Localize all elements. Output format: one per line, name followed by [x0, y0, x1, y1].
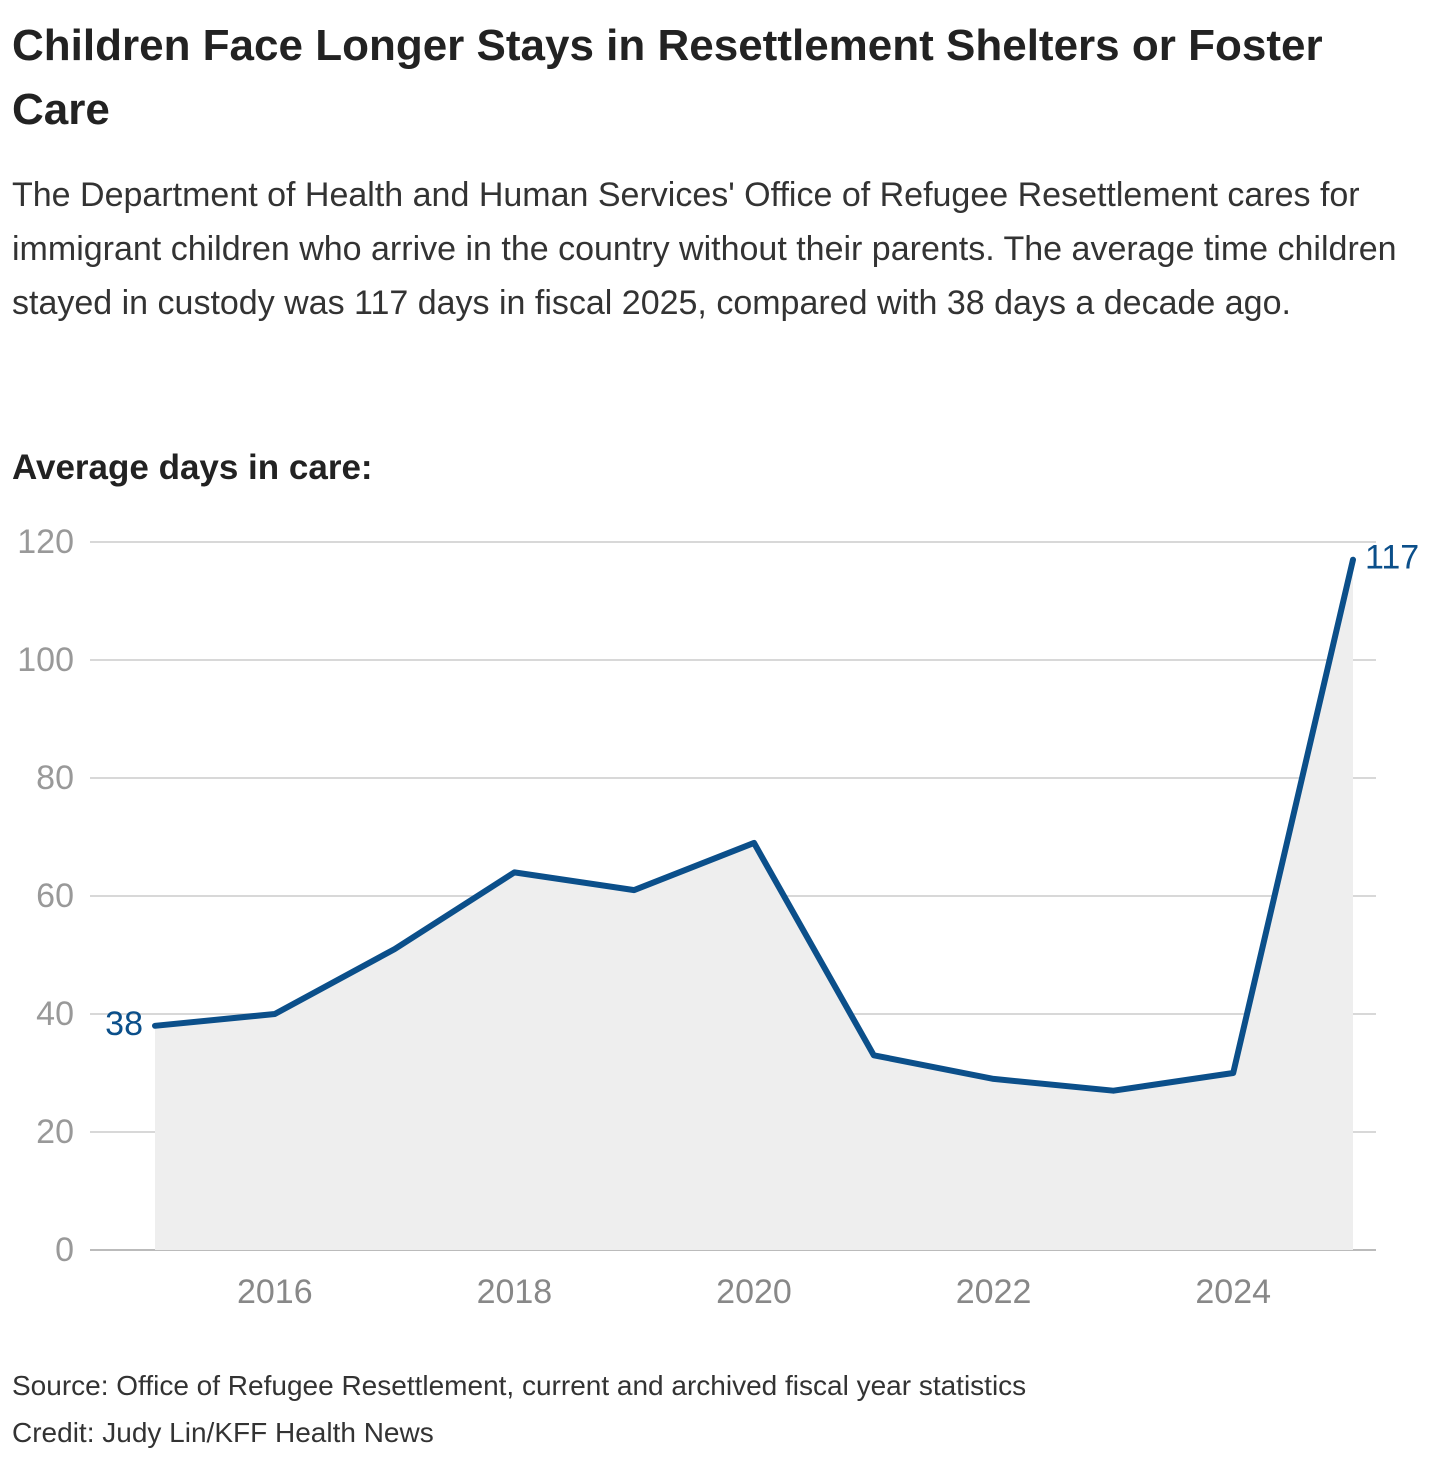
data-labels: 38 117: [105, 539, 1419, 1043]
x-tick-label: 2016: [237, 1273, 313, 1311]
y-tick-label: 100: [17, 641, 74, 679]
source-note: Source: Office of Refugee Resettlement, …: [12, 1370, 1027, 1401]
data-label: 117: [1365, 539, 1419, 577]
data-label: 38: [105, 1005, 143, 1043]
y-axis-label: Average days in care:: [12, 448, 373, 487]
chart-title: Children Face Longer Stays in Resettleme…: [12, 21, 1323, 134]
series-line: [152, 556, 1356, 1094]
y-tick-label: 20: [36, 1113, 74, 1151]
y-tick-label: 120: [17, 523, 74, 561]
y-tick-label: 60: [36, 877, 74, 915]
y-axis-ticks: 0 20 40 60 80 100 120: [17, 523, 74, 1269]
area-fill: [155, 559, 1353, 1250]
area-fill-group: [155, 559, 1353, 1250]
x-tick-label: 2018: [477, 1273, 553, 1311]
y-tick-label: 0: [55, 1231, 74, 1269]
y-tick-label: 80: [36, 759, 74, 797]
series-line-group: [152, 556, 1356, 1094]
x-tick-label: 2022: [956, 1273, 1032, 1311]
chart-subtitle: The Department of Health and Human Servi…: [12, 176, 1397, 322]
credit-note: Credit: Judy Lin/KFF Health News: [12, 1417, 434, 1448]
x-tick-label: 2020: [716, 1273, 792, 1311]
x-axis-ticks: 2016 2018 2020 2022 2024: [237, 1273, 1271, 1311]
y-tick-label: 40: [36, 995, 74, 1033]
x-tick-label: 2024: [1195, 1273, 1271, 1311]
